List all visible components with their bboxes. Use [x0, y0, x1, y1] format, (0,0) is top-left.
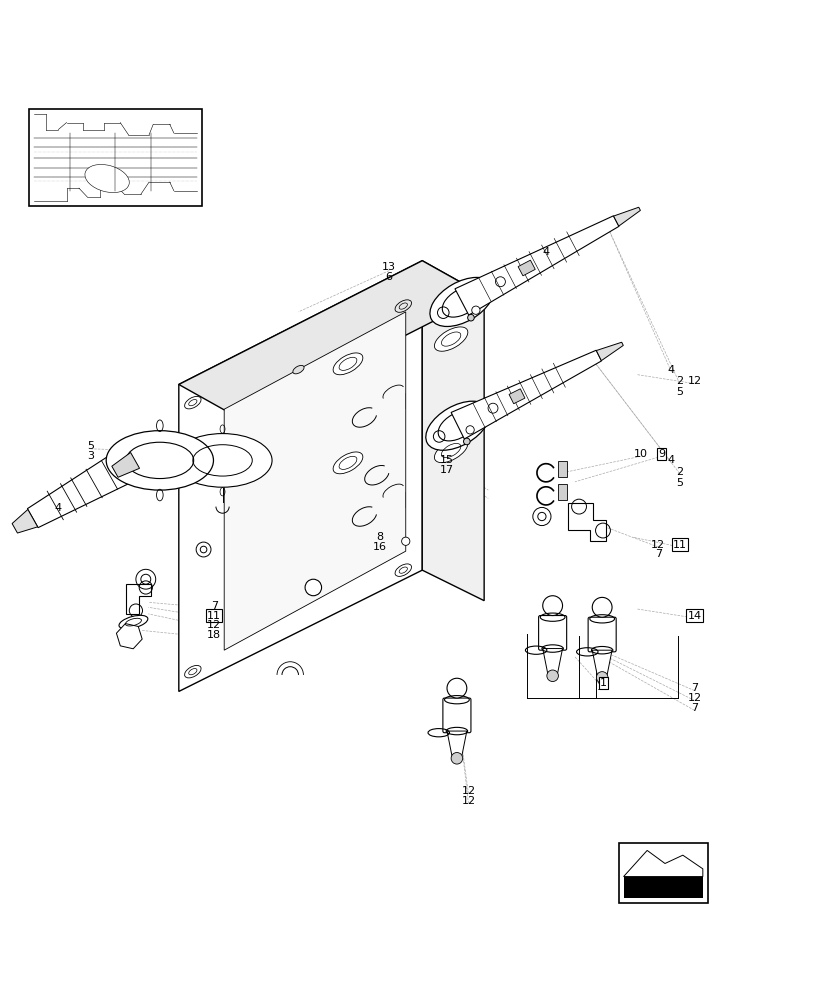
Polygon shape	[451, 350, 600, 439]
Text: 7: 7	[654, 549, 661, 559]
Text: 13: 13	[382, 262, 396, 272]
Ellipse shape	[119, 615, 148, 629]
Text: 7: 7	[691, 683, 697, 693]
Polygon shape	[179, 261, 484, 419]
Polygon shape	[454, 216, 619, 315]
Text: 10: 10	[633, 449, 648, 459]
Text: 12: 12	[207, 620, 221, 630]
Polygon shape	[518, 260, 534, 276]
Circle shape	[467, 314, 474, 321]
Ellipse shape	[429, 277, 493, 326]
Text: 2: 2	[676, 467, 682, 477]
Polygon shape	[557, 484, 566, 500]
Ellipse shape	[425, 401, 489, 450]
Text: 11: 11	[672, 540, 686, 550]
Polygon shape	[509, 389, 524, 404]
Text: 7: 7	[691, 703, 697, 713]
Polygon shape	[447, 731, 466, 756]
Polygon shape	[224, 312, 405, 650]
Polygon shape	[542, 649, 562, 673]
Polygon shape	[623, 850, 702, 877]
Polygon shape	[595, 342, 623, 361]
Ellipse shape	[332, 452, 362, 474]
Circle shape	[304, 579, 321, 596]
FancyBboxPatch shape	[538, 616, 566, 650]
Text: 16: 16	[373, 542, 387, 552]
Text: 5: 5	[87, 441, 94, 451]
Text: 4: 4	[54, 503, 61, 513]
Text: 4: 4	[667, 455, 674, 465]
Polygon shape	[567, 503, 605, 541]
Polygon shape	[557, 461, 566, 477]
Text: 2: 2	[676, 376, 682, 386]
Ellipse shape	[106, 431, 213, 490]
Text: 3: 3	[87, 451, 94, 461]
FancyBboxPatch shape	[587, 617, 615, 652]
Text: 7: 7	[211, 601, 218, 611]
Text: 5: 5	[676, 387, 682, 397]
Circle shape	[463, 438, 470, 445]
Polygon shape	[126, 584, 151, 614]
Text: 12: 12	[461, 796, 475, 806]
Text: 8: 8	[376, 532, 383, 542]
Ellipse shape	[173, 434, 272, 487]
Ellipse shape	[434, 438, 467, 463]
Circle shape	[401, 537, 409, 545]
Polygon shape	[179, 261, 422, 691]
Ellipse shape	[434, 327, 467, 351]
Polygon shape	[12, 509, 37, 533]
Circle shape	[542, 596, 562, 616]
Polygon shape	[613, 207, 639, 226]
Text: 4: 4	[542, 247, 549, 257]
Text: 4: 4	[667, 365, 674, 375]
Text: 12: 12	[686, 693, 700, 703]
Text: 14: 14	[686, 611, 700, 621]
Circle shape	[546, 670, 557, 682]
Polygon shape	[591, 650, 611, 675]
Text: 17: 17	[439, 465, 453, 475]
Circle shape	[466, 426, 474, 434]
Text: 18: 18	[207, 630, 221, 640]
Polygon shape	[27, 445, 144, 528]
Text: 12: 12	[461, 786, 475, 796]
Ellipse shape	[332, 353, 362, 375]
Bar	[29, 109, 202, 206]
Ellipse shape	[293, 365, 304, 374]
Text: 5: 5	[676, 478, 682, 488]
Text: 12: 12	[650, 540, 665, 550]
Text: 1: 1	[600, 678, 606, 688]
Text: 12: 12	[596, 682, 610, 692]
Text: 12: 12	[686, 376, 700, 386]
Bar	[618, 843, 707, 903]
Circle shape	[471, 306, 480, 314]
Polygon shape	[112, 452, 140, 477]
Ellipse shape	[85, 164, 129, 193]
Text: 6: 6	[385, 272, 392, 282]
Circle shape	[595, 672, 607, 683]
Text: 15: 15	[439, 455, 453, 465]
FancyBboxPatch shape	[442, 698, 471, 733]
Circle shape	[451, 753, 462, 764]
Polygon shape	[623, 877, 702, 898]
Polygon shape	[422, 261, 484, 601]
Circle shape	[591, 597, 611, 617]
Text: 9: 9	[657, 449, 664, 459]
Text: 11: 11	[207, 611, 221, 621]
Circle shape	[447, 678, 466, 698]
